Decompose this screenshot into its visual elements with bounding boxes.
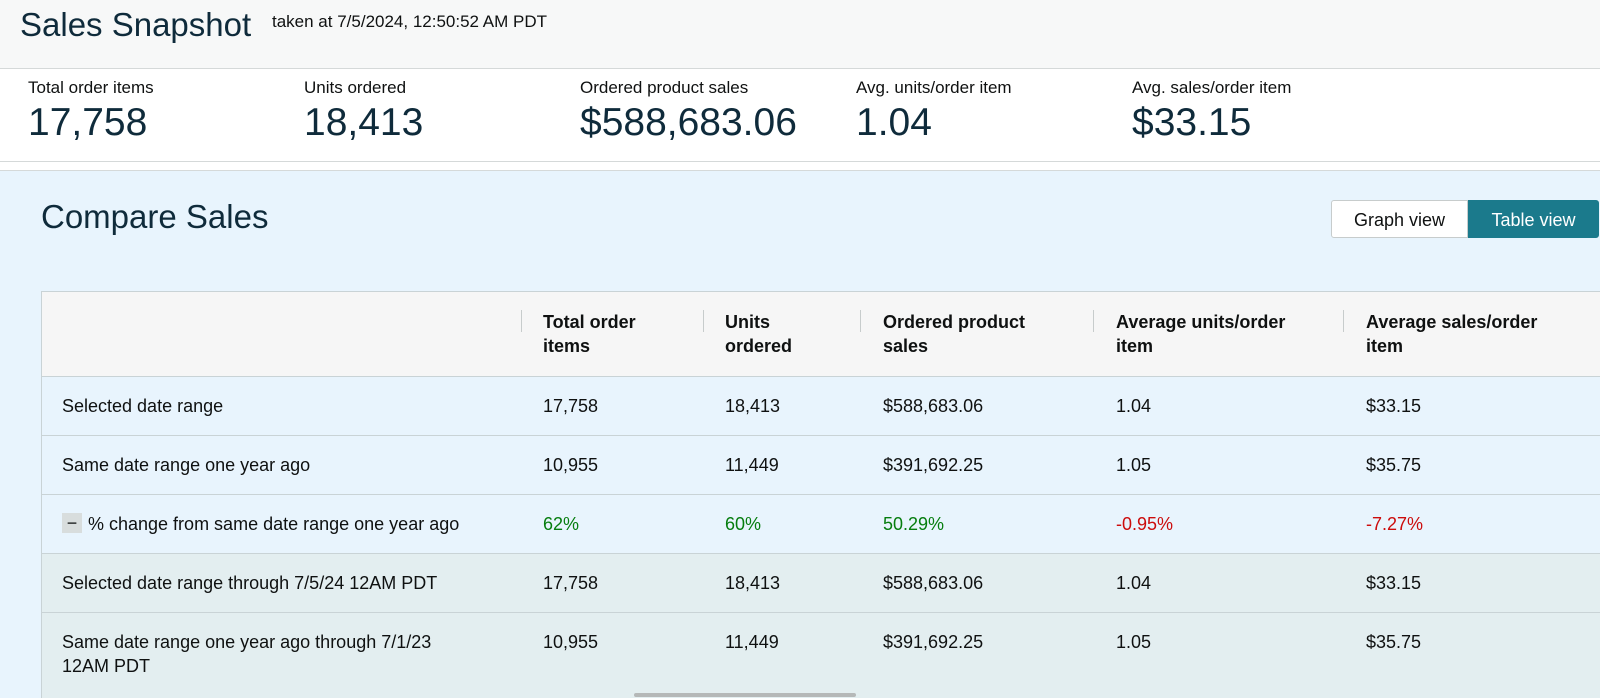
- view-toggle: Graph view Table view: [1331, 200, 1599, 238]
- table-cell: 60%: [725, 514, 762, 534]
- table-cell: 10,955: [543, 632, 599, 652]
- column-divider: [1343, 310, 1344, 332]
- column-divider: [1093, 310, 1094, 332]
- compare-sales-table: Total order items Units ordered Ordered …: [41, 291, 1600, 698]
- metric-value: 17,758: [28, 101, 148, 144]
- section-divider: [0, 162, 1600, 171]
- row-label-line: 12AM PDT: [62, 656, 151, 676]
- table-cell: $35.75: [1366, 632, 1422, 652]
- metric-label: Total order items: [28, 78, 154, 97]
- table-cell: 17,758: [543, 396, 599, 416]
- table-cell: 17,758: [543, 573, 599, 593]
- column-header-line: Average sales/order: [1366, 312, 1538, 332]
- table-cell: 50.29%: [883, 514, 945, 534]
- table-cell: 18,413: [725, 396, 781, 416]
- column-header-line: Total order: [543, 312, 636, 332]
- column-header-line: item: [1116, 336, 1154, 356]
- metrics-bar: Total order items 17,758 Units ordered 1…: [0, 69, 1600, 162]
- metric-label: Ordered product sales: [580, 78, 749, 97]
- table-cell: $588,683.06: [883, 396, 984, 416]
- page-title: Sales Snapshot: [20, 6, 252, 43]
- column-divider: [703, 310, 704, 332]
- metric-total-order-items: Total order items 17,758: [28, 78, 154, 147]
- column-header-line: sales: [883, 336, 929, 356]
- column-header-units-ordered[interactable]: Units ordered: [725, 310, 792, 358]
- metric-value: 1.04: [856, 101, 932, 144]
- table-cell: 1.05: [1116, 632, 1152, 652]
- column-header-average-sales-order-item[interactable]: Average sales/order item: [1366, 310, 1537, 358]
- row-label: % change from same date range one year a…: [88, 514, 460, 534]
- row-label: Selected date range: [62, 396, 224, 416]
- table-row: −% change from same date range one year …: [42, 495, 1600, 554]
- column-divider: [521, 310, 522, 332]
- row-label-percent-change: −% change from same date range one year …: [62, 512, 459, 536]
- table-cell: 11,449: [725, 455, 779, 475]
- graph-view-button[interactable]: Graph view: [1331, 200, 1468, 238]
- column-header-total-order-items[interactable]: Total order items: [543, 310, 636, 358]
- table-cell: $588,683.06: [883, 573, 984, 593]
- column-header-average-units-order-item[interactable]: Average units/order item: [1116, 310, 1285, 358]
- column-header-line: item: [1366, 336, 1404, 356]
- compare-sales-title: Compare Sales: [41, 198, 269, 235]
- snapshot-header: Sales Snapshot taken at 7/5/2024, 12:50:…: [0, 0, 1600, 69]
- row-label: Same date range one year ago through 7/1…: [62, 630, 431, 678]
- column-header-line: ordered: [725, 336, 793, 356]
- row-label: Selected date range through 7/5/24 12AM …: [62, 573, 438, 593]
- table-cell: 62%: [543, 514, 580, 534]
- row-label: Same date range one year ago: [62, 455, 311, 475]
- metric-value: $588,683.06: [580, 101, 797, 144]
- table-cell: $33.15: [1366, 396, 1422, 416]
- table-view-button[interactable]: Table view: [1468, 200, 1599, 238]
- column-header-line: Average units/order: [1116, 312, 1286, 332]
- table-cell: -7.27%: [1366, 514, 1424, 534]
- column-header-line: Ordered product: [883, 312, 1026, 332]
- metric-avg-sales-order-item: Avg. sales/order item $33.15: [1132, 78, 1291, 147]
- table-row: Same date range one year ago through 7/1…: [42, 613, 1600, 698]
- horizontal-scrollbar[interactable]: [634, 693, 856, 697]
- metric-value: 18,413: [304, 101, 424, 144]
- table-cell: 1.04: [1116, 573, 1152, 593]
- metric-label: Avg. units/order item: [856, 78, 1012, 97]
- table-row: Selected date range 17,758 18,413 $588,6…: [42, 377, 1600, 436]
- table-cell: -0.95%: [1116, 514, 1174, 534]
- snapshot-timestamp: taken at 7/5/2024, 12:50:52 AM PDT: [272, 12, 548, 31]
- table-cell: $35.75: [1366, 455, 1422, 475]
- metric-ordered-product-sales: Ordered product sales $588,683.06: [580, 78, 797, 147]
- metric-label: Units ordered: [304, 78, 407, 97]
- table-cell: 1.04: [1116, 396, 1152, 416]
- table-cell: $33.15: [1366, 573, 1422, 593]
- collapse-minus-icon[interactable]: −: [62, 513, 82, 533]
- metric-label: Avg. sales/order item: [1132, 78, 1292, 97]
- table-cell: 11,449: [725, 632, 779, 652]
- table-row: Selected date range through 7/5/24 12AM …: [42, 554, 1600, 613]
- row-label-line: Same date range one year ago through 7/1…: [62, 632, 432, 652]
- table-cell: 1.05: [1116, 455, 1152, 475]
- table-cell: 18,413: [725, 573, 781, 593]
- column-header-line: Units: [725, 312, 770, 332]
- metric-value: $33.15: [1132, 101, 1252, 144]
- metric-avg-units-order-item: Avg. units/order item 1.04: [856, 78, 1012, 147]
- table-row: Same date range one year ago 10,955 11,4…: [42, 436, 1600, 495]
- table-cell: $391,692.25: [883, 632, 984, 652]
- column-header-line: items: [543, 336, 591, 356]
- table-header-row: Total order items Units ordered Ordered …: [42, 292, 1600, 377]
- table-cell: 10,955: [543, 455, 599, 475]
- column-divider: [860, 310, 861, 332]
- table-cell: $391,692.25: [883, 455, 984, 475]
- metric-units-ordered: Units ordered 18,413: [304, 78, 423, 147]
- column-header-ordered-product-sales[interactable]: Ordered product sales: [883, 310, 1025, 358]
